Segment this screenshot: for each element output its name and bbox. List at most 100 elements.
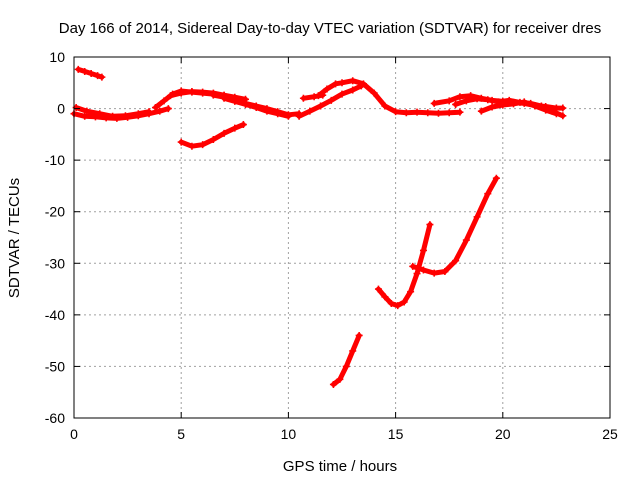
data-point (327, 96, 335, 104)
y-tick-label: -20 (45, 204, 65, 220)
data-point (349, 347, 357, 355)
series-arc-neg-3 (409, 174, 500, 277)
data-point (424, 109, 432, 117)
data-point (445, 109, 453, 117)
data-point (484, 190, 492, 198)
data-point (413, 108, 421, 116)
x-tick-label: 10 (281, 426, 297, 442)
data-point (349, 77, 357, 85)
y-tick-label: -60 (45, 410, 65, 426)
data-point (452, 100, 460, 108)
series-arc-late-2 (452, 95, 567, 120)
data-point (96, 110, 104, 118)
data-point (156, 107, 164, 115)
data-point (199, 88, 207, 96)
data-point (121, 112, 129, 120)
data-point (209, 91, 217, 99)
y-tick-label: -30 (45, 255, 65, 271)
data-point (231, 124, 239, 132)
data-point (445, 97, 453, 105)
data-point (407, 288, 415, 296)
series-arc-hump-3 (220, 94, 292, 120)
data-points (70, 65, 567, 388)
series-arc-neg-2 (374, 221, 434, 310)
data-point (426, 221, 434, 229)
data-point (284, 112, 292, 120)
data-point (166, 92, 174, 100)
data-point (430, 269, 438, 277)
data-point (510, 100, 518, 108)
y-tick-label: -40 (45, 307, 65, 323)
data-point (349, 86, 357, 94)
data-point (456, 93, 464, 101)
data-point (430, 99, 438, 107)
x-tick-label: 15 (388, 426, 404, 442)
data-point (164, 105, 172, 113)
data-point (81, 67, 89, 75)
data-point (499, 101, 507, 109)
data-point (332, 80, 340, 88)
data-point (314, 92, 322, 100)
x-tick-label: 0 (70, 426, 78, 442)
data-point (452, 257, 460, 265)
data-point (392, 108, 400, 116)
data-point (381, 102, 389, 110)
data-point (274, 110, 282, 118)
data-point (441, 268, 449, 276)
data-point (419, 266, 427, 274)
data-point (94, 72, 102, 80)
series-trail (410, 175, 499, 276)
data-point (374, 285, 382, 293)
data-point (323, 85, 331, 93)
data-point (492, 174, 500, 182)
data-point (177, 138, 185, 146)
data-point (477, 107, 485, 115)
data-point (220, 129, 228, 137)
data-point (338, 79, 346, 87)
data-point (109, 112, 117, 120)
data-point (462, 236, 470, 244)
data-point (559, 112, 567, 120)
data-point (188, 142, 196, 150)
data-point (552, 110, 560, 118)
series-arc-dip (177, 121, 247, 150)
data-point (387, 300, 395, 308)
data-point (87, 70, 95, 78)
data-point (359, 80, 367, 88)
data-point (231, 97, 239, 105)
series-arc-peak (314, 77, 464, 117)
data-point (145, 108, 153, 116)
data-point (239, 121, 247, 129)
data-point (473, 95, 481, 103)
y-tick-label: 10 (49, 49, 65, 65)
data-point (199, 141, 207, 149)
data-point (400, 298, 408, 306)
y-tick-label: -50 (45, 358, 65, 374)
series-trail (375, 222, 433, 309)
data-point (531, 102, 539, 110)
x-tick-label: 5 (177, 426, 185, 442)
data-point (336, 375, 344, 383)
data-point (342, 362, 350, 370)
y-tick-labels: -60 -50 -40 -30 -20 -10 0 10 (45, 49, 65, 426)
data-point (83, 107, 91, 115)
y-axis-label: SDTVAR / TECUs (6, 178, 23, 298)
data-point (220, 94, 228, 102)
data-point (252, 104, 260, 112)
data-point (559, 104, 567, 112)
x-tick-labels: 0 5 10 15 20 25 (70, 426, 618, 442)
data-point (488, 103, 496, 111)
series-arc-late-3 (477, 98, 560, 118)
x-axis-label: GPS time / hours (283, 458, 397, 475)
data-point (402, 109, 410, 117)
series-trail (330, 333, 362, 387)
data-point (520, 98, 528, 106)
y-tick-label: -10 (45, 152, 65, 168)
data-point (329, 380, 337, 388)
data-point (542, 106, 550, 114)
data-point (413, 270, 421, 278)
data-point (188, 88, 196, 96)
data-point (209, 136, 217, 144)
tick-marks (73, 56, 611, 419)
